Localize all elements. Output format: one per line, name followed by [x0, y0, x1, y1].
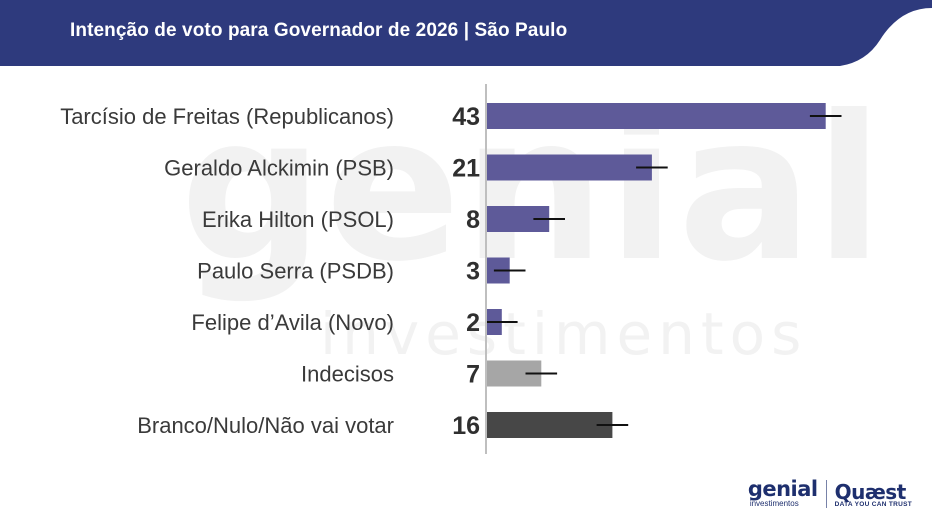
category-label: Branco/Nulo/Não vai votar [137, 413, 394, 438]
value-label: 3 [466, 258, 480, 286]
category-label: Tarcísio de Freitas (Republicanos) [60, 104, 394, 129]
quaest-logo-text: Quæst [834, 479, 907, 504]
category-label: Geraldo Alckimin (PSB) [164, 156, 394, 181]
value-label: 21 [452, 155, 480, 183]
quaest-tagline: DATA YOU CAN TRUST [834, 500, 912, 508]
bar-chart: Tarcísio de Freitas (Republicanos) 43 Gera… [60, 84, 842, 454]
bar-1 [486, 154, 652, 181]
quaest-logo: Quæst DATA YOU CAN TRUST [835, 482, 912, 509]
logo-divider [825, 480, 827, 508]
genial-logo: genial investimentos [748, 479, 818, 508]
value-label: 7 [466, 361, 480, 389]
footer-logos: genial investimentos Quæst DATA YOU CAN … [748, 476, 912, 508]
category-label: Felipe d’Avila (Novo) [191, 310, 394, 335]
value-label: 2 [466, 309, 480, 337]
bar-6 [486, 412, 613, 438]
header-banner: Intenção de voto para Governador de 2026… [0, 0, 932, 66]
header-background [0, 0, 932, 66]
page-title: Intenção de voto para Governador de 2026… [70, 20, 568, 41]
genial-logo-text: genial [747, 477, 818, 501]
value-label: 8 [466, 206, 480, 234]
value-label: 16 [452, 412, 480, 440]
category-label: Paulo Serra (PSDB) [197, 259, 394, 284]
bar-0 [486, 103, 826, 129]
category-label: Erika Hilton (PSOL) [202, 207, 394, 232]
value-label: 43 [452, 103, 480, 131]
category-label: Indecisos [301, 362, 394, 387]
genial-logo-sub: investimentos [749, 499, 799, 508]
